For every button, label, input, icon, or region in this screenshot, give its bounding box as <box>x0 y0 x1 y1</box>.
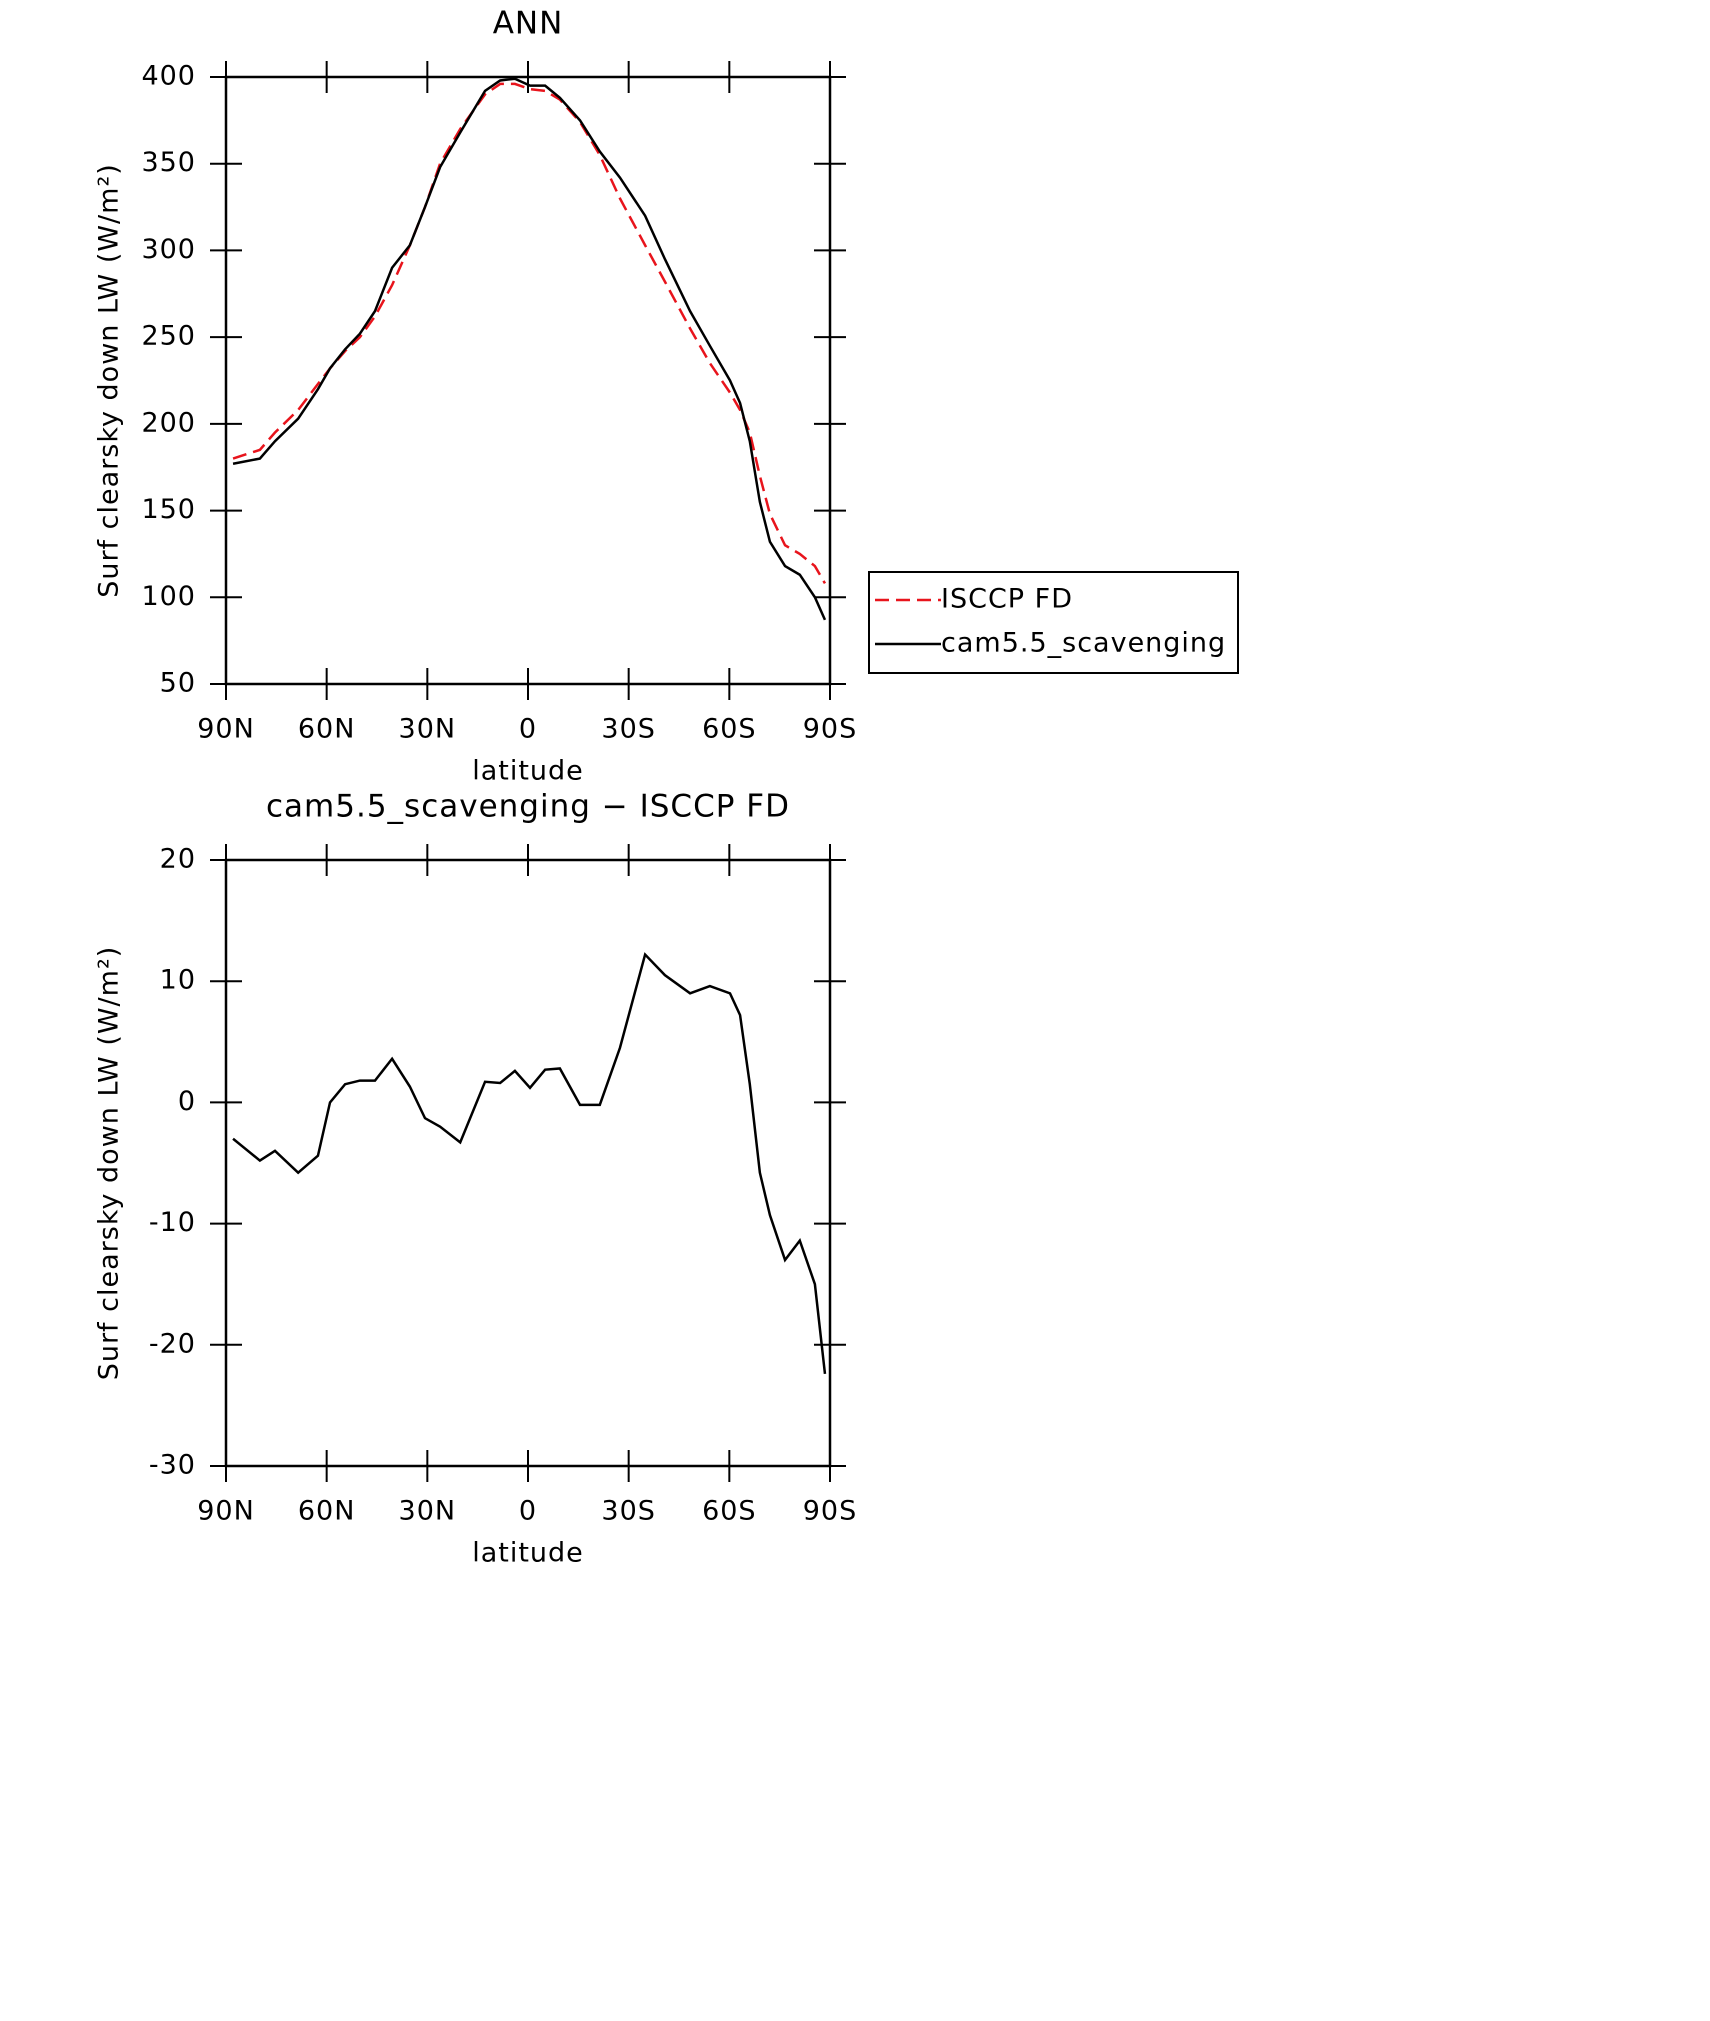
x-tick-label: 90S <box>803 714 858 745</box>
x-tick-label: 30S <box>601 1496 656 1527</box>
y-tick-label: -20 <box>149 1328 196 1359</box>
legend-label: cam5.5_scavenging <box>941 628 1226 659</box>
x-tick-label: 30N <box>399 714 457 745</box>
y-tick-label: 250 <box>141 321 196 352</box>
x-tick-label: 0 <box>519 1496 537 1527</box>
chart-title: ANN <box>493 6 564 42</box>
x-tick-label: 90S <box>803 1496 858 1527</box>
y-tick-label: 350 <box>141 147 196 178</box>
y-tick-label: 150 <box>141 494 196 525</box>
x-axis-label: latitude <box>472 756 584 787</box>
y-tick-label: 0 <box>178 1086 196 1117</box>
x-tick-label: 60N <box>298 1496 356 1527</box>
data-line <box>232 77 827 621</box>
x-tick-label: 60S <box>702 714 757 745</box>
x-tick-label: 60S <box>702 1496 757 1527</box>
data-line <box>232 82 827 585</box>
y-tick-label: 100 <box>141 581 196 612</box>
y-tick-label: -10 <box>149 1207 196 1238</box>
y-tick-label: 300 <box>141 234 196 265</box>
data-line <box>232 952 827 1375</box>
x-axis-label: latitude <box>472 1538 584 1569</box>
y-tick-label: 10 <box>160 965 196 996</box>
plot-frame <box>224 75 832 686</box>
y-tick-label: 400 <box>141 61 196 92</box>
x-tick-label: 30S <box>601 714 656 745</box>
plot-frame <box>224 858 832 1468</box>
y-axis-label: Surf clearsky down LW (W/m²) <box>94 163 125 598</box>
legend-label: ISCCP FD <box>941 584 1073 615</box>
y-axis-label: Surf clearsky down LW (W/m²) <box>94 946 125 1381</box>
y-tick-label: -30 <box>149 1450 196 1481</box>
legend-box <box>868 571 1239 674</box>
x-tick-label: 90N <box>197 1496 255 1527</box>
chart-title: cam5.5_scavenging − ISCCP FD <box>266 789 790 825</box>
x-tick-label: 60N <box>298 714 356 745</box>
y-tick-label: 200 <box>141 407 196 438</box>
y-tick-label: 50 <box>160 668 196 699</box>
x-tick-label: 0 <box>519 714 537 745</box>
y-tick-label: 20 <box>160 844 196 875</box>
x-tick-label: 30N <box>399 1496 457 1527</box>
x-tick-label: 90N <box>197 714 255 745</box>
